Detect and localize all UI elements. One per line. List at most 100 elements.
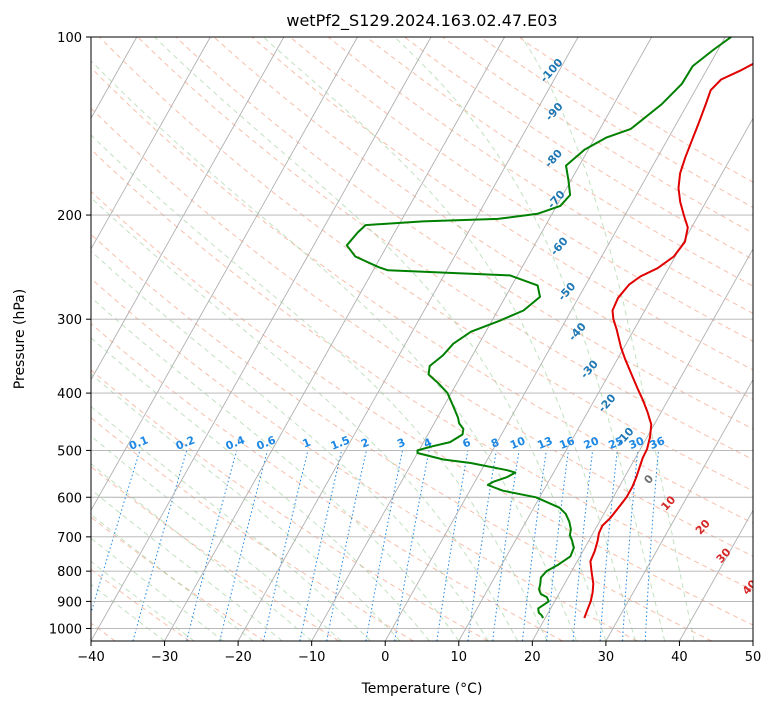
mixing-ratio-label: 25 xyxy=(606,434,625,452)
plot-frame xyxy=(90,36,754,642)
moist-adiabats xyxy=(91,37,695,641)
x-tick-label: −10 xyxy=(298,650,325,665)
y-tick-label: 100 xyxy=(57,31,82,46)
x-axis-title: Temperature (°C) xyxy=(361,681,483,697)
dry-adiabat-line xyxy=(91,277,638,641)
x-tick-label: 50 xyxy=(745,650,762,665)
mixing-ratio-line xyxy=(299,450,343,641)
line-labels: 0.1 0.2 0.4 0.6 1 1.5 2 3 4 6 8 10 13 16 20 25 30 36-100-… xyxy=(127,56,760,598)
y-tick-label: 800 xyxy=(57,565,82,580)
moist-adiabat-line xyxy=(91,405,371,641)
plot-area: 0.1 0.2 0.4 0.6 1 1.5 2 3 4 6 8 10 13 16 20 25 30 36-100-… xyxy=(0,37,760,641)
moist-adiabat-line xyxy=(91,373,401,641)
dry-adiabat-line xyxy=(91,148,753,591)
profile-series xyxy=(345,37,753,619)
x-tick-label: 30 xyxy=(598,650,615,665)
dry-adiabat-label: 30 xyxy=(714,545,734,565)
mixing-ratio-line xyxy=(522,450,547,641)
moist-adiabat-line xyxy=(91,463,313,641)
mixing-ratio-label: 13 xyxy=(535,434,554,452)
dry-adiabat-line xyxy=(91,416,414,641)
grid-lines xyxy=(0,37,753,641)
dry-adiabat-line xyxy=(518,37,753,183)
mixing-ratio-line xyxy=(467,450,497,641)
dry-adiabat-label: -80 xyxy=(542,147,565,171)
dry-adiabat-label: 10 xyxy=(658,493,678,513)
isotherm-line xyxy=(91,37,285,381)
isotherm-line xyxy=(458,117,753,641)
moist-adiabat-line xyxy=(91,513,254,641)
y-tick-label: 300 xyxy=(57,313,82,328)
mixing-ratio-line xyxy=(365,450,403,641)
mixing-ratio-label: 0.1 xyxy=(127,433,150,452)
dry-adiabat-label: -20 xyxy=(596,391,619,415)
x-tick-label: 40 xyxy=(671,650,688,665)
mixing-ratio-line xyxy=(599,450,618,641)
dry-adiabat-line xyxy=(327,37,753,315)
mixing-ratio-label: 1.5 xyxy=(329,433,352,452)
dry-adiabat-line xyxy=(91,516,265,641)
mixing-ratio-line xyxy=(132,450,188,641)
y-tick-label: 700 xyxy=(57,531,82,546)
dry-adiabat-label: 40 xyxy=(740,577,760,597)
mixing-ratio-line xyxy=(436,450,469,641)
dry-adiabat-line xyxy=(404,37,753,260)
chart-title: wetPf2_S129.2024.163.02.47.E03 xyxy=(286,11,557,31)
mixing-ratio-label: 6 xyxy=(461,436,473,451)
dry-adiabat-line xyxy=(91,369,489,641)
y-tick-label: 200 xyxy=(57,209,82,224)
x-tick-label: 0 xyxy=(381,650,389,665)
temperature-profile-line xyxy=(583,62,753,619)
mixing-ratio-line xyxy=(91,450,141,615)
dry-adiabat-label: -60 xyxy=(548,234,571,258)
mixing-ratio-line xyxy=(394,450,430,641)
moist-adiabat-line xyxy=(91,134,548,641)
mixing-ratio-label: 30 xyxy=(627,434,646,452)
moist-adiabat-line xyxy=(91,296,460,641)
mixing-ratio-label: 8 xyxy=(489,436,501,451)
x-tick-label: 20 xyxy=(524,650,541,665)
y-tick-label: 900 xyxy=(57,595,82,610)
dry-adiabat-line xyxy=(213,37,753,400)
dry-adiabat-line xyxy=(91,66,753,524)
isotherm-line xyxy=(752,640,753,641)
mixing-ratio-line xyxy=(492,450,520,641)
moist-adiabat-line xyxy=(394,37,666,641)
isotherm-line xyxy=(91,37,432,641)
dewpoint-profile-line xyxy=(345,37,732,619)
x-axis: −40 −30 −20 −10 0 10 20 30 40 50 xyxy=(77,641,761,665)
mixing-ratio-line xyxy=(219,450,268,641)
moist-adiabat-line xyxy=(91,560,195,641)
dry-adiabat-label: -40 xyxy=(566,320,589,344)
mixing-ratio-label: 0.4 xyxy=(224,433,247,452)
isotherm-line xyxy=(164,37,505,641)
mixing-ratio-label: 20 xyxy=(582,434,601,452)
x-tick-label: −30 xyxy=(151,650,178,665)
dry-adiabat-line xyxy=(91,568,190,641)
moist-adiabat-line xyxy=(91,250,489,641)
mixing-ratio-label: 16 xyxy=(558,434,577,452)
dry-adiabat-line xyxy=(137,37,753,461)
y-axis: 1000 900 800 700 600 500 400 300 200 100 xyxy=(49,31,91,637)
dry-adiabats xyxy=(91,37,753,641)
mixing-ratio-line xyxy=(263,450,309,641)
isotherm-line xyxy=(679,509,753,641)
isotherm-line xyxy=(0,37,63,641)
moist-adiabat-line xyxy=(91,488,283,641)
dry-adiabat-label: 0 xyxy=(641,472,656,487)
mixing-ratio-label: 2 xyxy=(359,436,371,451)
isotherm-line xyxy=(605,378,753,641)
y-axis-title: Pressure (hPa) xyxy=(12,289,28,389)
moist-adiabat-line xyxy=(91,435,342,641)
isotherm-line xyxy=(384,37,726,641)
dry-adiabat-line xyxy=(175,37,753,430)
x-tick-label: 10 xyxy=(451,650,468,665)
mixing-ratio-line xyxy=(186,450,238,641)
y-tick-label: 400 xyxy=(57,387,82,402)
dry-adiabat-line xyxy=(251,37,753,371)
y-tick-label: 500 xyxy=(57,444,82,459)
mixing-ratio-label: 1 xyxy=(301,436,313,451)
isotherm-line xyxy=(237,37,579,641)
dry-adiabat-label: -30 xyxy=(578,357,601,381)
